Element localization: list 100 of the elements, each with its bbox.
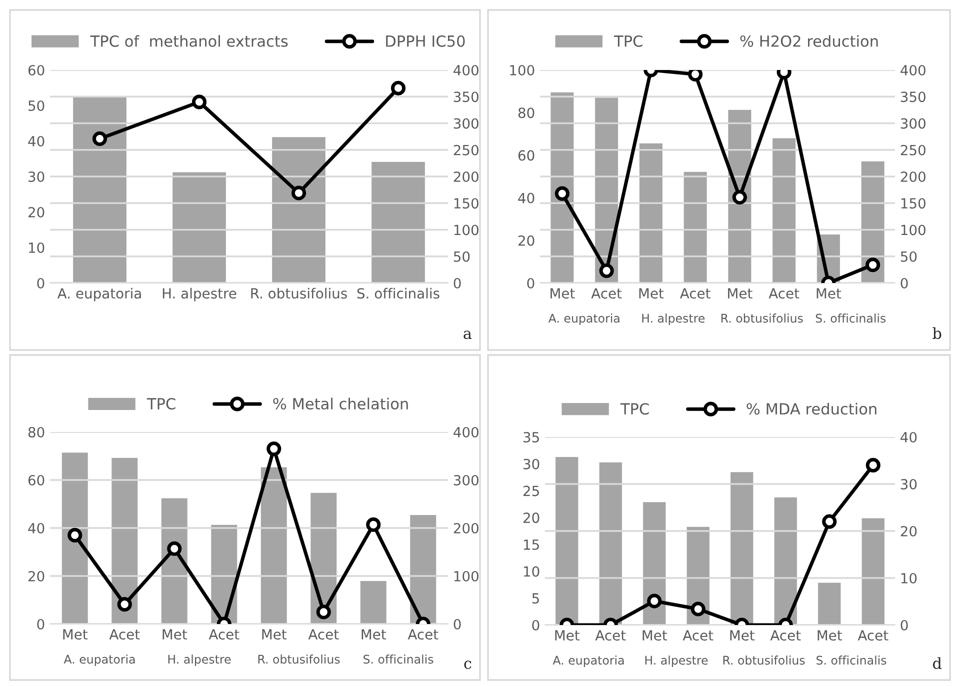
y-tick-label: 30 bbox=[28, 171, 44, 182]
y-tick-label: 50 bbox=[28, 100, 44, 111]
y2-tick-label: 400 bbox=[454, 64, 478, 76]
y2-tick-label: 200 bbox=[900, 171, 926, 182]
y-tick-label: 10 bbox=[28, 242, 44, 253]
bar bbox=[60, 451, 90, 624]
legend-label: TPC of methanol extracts bbox=[90, 35, 288, 47]
text: d bbox=[932, 657, 942, 670]
bar bbox=[408, 514, 438, 624]
bar bbox=[816, 581, 842, 625]
y2-tick-label: 0 bbox=[900, 278, 908, 288]
point bbox=[68, 528, 82, 542]
y2-tick-label: 40 bbox=[900, 432, 917, 442]
y2-tick-label: 300 bbox=[454, 474, 478, 486]
bar bbox=[72, 96, 128, 283]
legend-label: TPC bbox=[620, 403, 649, 415]
x-tick-label: R. obtusifolius bbox=[251, 288, 347, 299]
y-tick-label: 20 bbox=[28, 570, 44, 582]
x-tick-label: Acet bbox=[591, 288, 622, 299]
text: S. officinalis bbox=[364, 654, 434, 664]
y-tick-label: 80 bbox=[28, 426, 44, 438]
x-tick-label: Acet bbox=[109, 629, 140, 640]
y2-tick-label: 250 bbox=[454, 144, 478, 156]
legend-label: TPC bbox=[614, 35, 642, 47]
legend-label: DPPH IC50 bbox=[386, 35, 465, 47]
y2-tick-label: 300 bbox=[900, 118, 926, 129]
point bbox=[599, 263, 614, 278]
x-tick-label: Acet bbox=[208, 629, 240, 640]
y2-tick-label: 50 bbox=[900, 251, 917, 262]
y-tick-label: 20 bbox=[523, 512, 540, 524]
text: H. alpestre bbox=[642, 314, 705, 325]
bar bbox=[554, 456, 580, 625]
y2-tick-label: 200 bbox=[454, 522, 478, 534]
bar bbox=[682, 170, 708, 283]
y-tick-label: 10 bbox=[524, 566, 540, 577]
y-tick-label: 20 bbox=[28, 206, 44, 218]
x-tick-label: Met bbox=[63, 629, 88, 640]
point bbox=[92, 131, 108, 146]
bar bbox=[160, 496, 189, 624]
y2-tick-label: 0 bbox=[900, 620, 908, 630]
y2-tick-label: 10 bbox=[901, 572, 917, 584]
bar bbox=[171, 170, 228, 283]
point bbox=[266, 442, 282, 456]
point bbox=[554, 186, 570, 201]
y-tick-label: 60 bbox=[28, 64, 44, 76]
y-tick-label: 25 bbox=[523, 486, 539, 496]
point bbox=[291, 186, 306, 200]
x-tick-label: Acet bbox=[768, 288, 800, 299]
y2-tick-label: 300 bbox=[454, 118, 478, 129]
point bbox=[866, 258, 880, 272]
x-tick-label: S. officinalis bbox=[357, 288, 440, 299]
x-tick-label: Met bbox=[262, 629, 287, 640]
x-tick-label: Acet bbox=[680, 288, 710, 299]
point bbox=[316, 604, 331, 620]
text: b bbox=[932, 327, 942, 340]
x-tick-label: Met bbox=[362, 629, 386, 640]
x-tick-label: Met bbox=[639, 288, 664, 299]
point bbox=[117, 597, 132, 612]
y2-tick-label: 0 bbox=[454, 618, 461, 630]
text: H. alpestre bbox=[168, 654, 231, 666]
y2-tick-label: 100 bbox=[454, 570, 478, 582]
text: a bbox=[464, 330, 472, 340]
x-tick-label: Met bbox=[730, 630, 755, 641]
y2-tick-label: 250 bbox=[900, 144, 926, 156]
x-tick-label: Acet bbox=[770, 630, 801, 641]
text: A. eupatoria bbox=[552, 656, 624, 667]
y-tick-label: 40 bbox=[518, 192, 534, 204]
text: S. officinalis bbox=[816, 656, 886, 665]
y2-tick-label: 50 bbox=[454, 251, 470, 262]
y-tick-label: 0 bbox=[532, 620, 540, 630]
y-tick-label: 0 bbox=[527, 278, 534, 288]
y2-tick-label: 20 bbox=[900, 526, 917, 536]
y-tick-label: 100 bbox=[510, 64, 534, 76]
x-tick-label: H. alpestre bbox=[162, 288, 236, 302]
x-tick-label: Met bbox=[550, 288, 575, 299]
y2-tick-label: 350 bbox=[900, 92, 926, 102]
legend-label: TPC bbox=[146, 398, 176, 410]
point bbox=[822, 514, 837, 529]
text: R. obtusifolius bbox=[721, 314, 803, 323]
y2-tick-label: 150 bbox=[454, 198, 478, 209]
point bbox=[366, 517, 381, 532]
y-tick-label: 0 bbox=[37, 278, 44, 288]
y2-tick-label: 30 bbox=[900, 478, 917, 490]
y-tick-label: 40 bbox=[28, 522, 44, 534]
bar bbox=[598, 461, 624, 625]
text: S. officinalis bbox=[816, 314, 886, 323]
x-tick-label: Acet bbox=[408, 629, 438, 640]
point bbox=[192, 94, 207, 110]
bar bbox=[685, 525, 711, 625]
point bbox=[732, 190, 747, 205]
bar bbox=[860, 160, 886, 283]
legend-label: % H2O2 reduction bbox=[740, 35, 878, 47]
y-tick-label: 35 bbox=[524, 432, 539, 442]
y-tick-label: 80 bbox=[518, 108, 534, 118]
y2-tick-label: 100 bbox=[901, 224, 926, 236]
y2-tick-label: 150 bbox=[901, 198, 926, 209]
y-tick-label: 60 bbox=[28, 474, 44, 486]
bar bbox=[772, 496, 798, 625]
y-tick-label: 30 bbox=[524, 458, 540, 470]
legend-label: % Metal chelation bbox=[273, 398, 408, 410]
